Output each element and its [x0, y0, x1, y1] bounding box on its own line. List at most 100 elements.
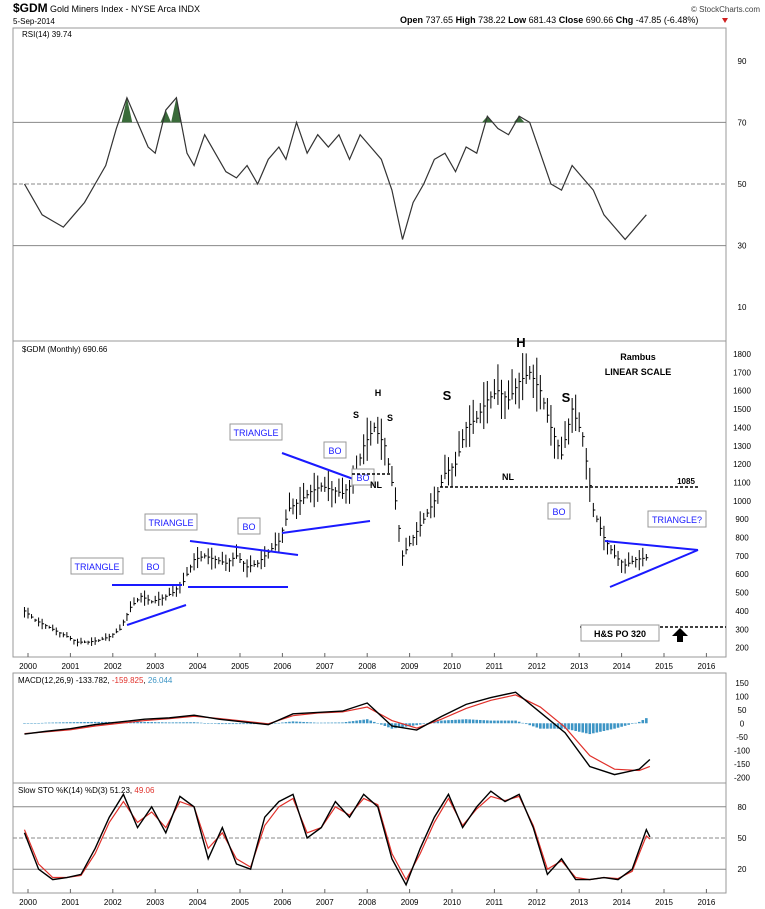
- macd-histogram-bar: [556, 723, 560, 729]
- macd-histogram-bar: [592, 723, 595, 734]
- macd-histogram-bar: [221, 723, 224, 725]
- macd-histogram-bar: [164, 722, 168, 724]
- macd-histogram-bar: [397, 723, 401, 728]
- macd-histogram-bar: [369, 720, 373, 724]
- up-arrow-icon: [672, 628, 688, 642]
- x-tick-label: 2011: [486, 662, 504, 671]
- macd-histogram-bar: [90, 721, 93, 724]
- triangle-bottom-line: [126, 604, 187, 626]
- ohlc-readout: Open 737.65 High 738.22 Low 681.43 Close…: [400, 15, 698, 25]
- macd-histogram-bar: [83, 722, 86, 724]
- x-tick-label: 2001: [62, 898, 80, 907]
- stochastic-tick-label: 20: [738, 865, 747, 874]
- macd-histogram-bar: [277, 722, 281, 724]
- bo-label-box: [547, 502, 571, 520]
- stochastic-k-line: [23, 790, 651, 887]
- macd-histogram-bar: [641, 720, 645, 724]
- macd-histogram-bar: [493, 720, 496, 724]
- triangle-bottom-line: [281, 520, 371, 534]
- macd-histogram-bar: [206, 723, 210, 724]
- rsi-legend: RSI(14) 39.74: [22, 30, 72, 39]
- macd-histogram-bar: [330, 722, 334, 724]
- macd-histogram-bar: [249, 723, 252, 725]
- x-tick-label: 2002: [104, 898, 122, 907]
- macd-tick-label: -50: [736, 733, 748, 742]
- macd-histogram-bar: [210, 723, 214, 724]
- annotation-title: Rambus: [620, 352, 656, 362]
- x-tick-label: 2016: [698, 898, 716, 907]
- macd-histogram-bar: [100, 721, 104, 724]
- macd-histogram-bar: [62, 722, 65, 724]
- macd-histogram-bar: [93, 721, 97, 724]
- triangle-label: TRIANGLE: [74, 562, 119, 572]
- x-tick-label: 2001: [62, 662, 80, 671]
- neckline-value: 1085: [677, 477, 695, 486]
- bo-label: BO: [552, 507, 565, 517]
- macd-histogram-bar: [570, 723, 574, 731]
- macd-histogram-bar: [503, 720, 507, 724]
- macd-tick-label: -100: [734, 746, 751, 755]
- x-tick-label: 2009: [401, 662, 419, 671]
- rsi-overbought-fill: [171, 97, 182, 123]
- x-tick-label: 2015: [655, 898, 673, 907]
- head-label: H: [516, 335, 525, 350]
- macd-histogram-bar: [319, 722, 323, 724]
- macd-histogram-bar: [143, 721, 146, 724]
- triangle-label-box: [70, 557, 124, 575]
- price-tick-label: 1600: [733, 387, 751, 396]
- x-axis-layer: 2000 2000 2001 2001 2002 2002 2003 2003 2004 2004…: [19, 653, 716, 907]
- macd-histogram-bar: [507, 720, 510, 724]
- macd-histogram-bar: [567, 723, 570, 730]
- macd-histogram-bar: [40, 722, 44, 724]
- macd-histogram-bar: [422, 723, 426, 724]
- macd-histogram-bar: [58, 722, 62, 724]
- price-tick-label: 1300: [733, 442, 751, 451]
- bo-label-box: [237, 517, 261, 535]
- macd-histogram-bar: [97, 721, 100, 724]
- macd-histogram-bar: [192, 722, 196, 724]
- macd-histogram-bar: [630, 723, 634, 724]
- macd-histogram-bar: [168, 722, 171, 724]
- triangle-label: TRIANGLE: [233, 428, 278, 438]
- macd-histogram-bar: [496, 720, 500, 724]
- macd-histogram-bar: [312, 722, 316, 724]
- shoulder-label: S: [562, 390, 571, 405]
- x-tick-label: 2010: [443, 898, 461, 907]
- macd-histogram-bar: [37, 723, 40, 724]
- macd-histogram-bar: [454, 719, 457, 724]
- macd-histogram-bar: [30, 723, 33, 724]
- target-label-box: [580, 624, 660, 642]
- macd-histogram-bar: [478, 719, 482, 724]
- x-tick-label: 2007: [316, 662, 334, 671]
- macd-histogram-bar: [620, 723, 623, 727]
- bo-label-box: [351, 468, 375, 486]
- macd-histogram-bar: [217, 723, 221, 725]
- x-tick-label: 2013: [570, 662, 588, 671]
- macd-histogram-bar: [376, 723, 380, 724]
- macd-tick-label: -150: [734, 760, 751, 769]
- price-tick-label: 1500: [733, 405, 751, 414]
- macd-histogram-bar: [231, 723, 235, 725]
- price-tick-label: 1700: [733, 368, 751, 377]
- macd-histogram-bar: [627, 723, 630, 725]
- stochastic-layer: 20 50 80: [13, 790, 747, 887]
- macd-histogram-bar: [380, 723, 383, 725]
- x-tick-label: 2000: [19, 662, 37, 671]
- chart-header: $GDM Gold Miners Index - NYSE Arca INDX …: [13, 1, 760, 26]
- symbol: $GDM: [13, 1, 48, 15]
- macd-histogram-bar: [464, 719, 468, 724]
- macd-histogram-bar: [645, 718, 648, 724]
- price-tick-label: 200: [735, 644, 749, 653]
- macd-layer: 150 100 50 0 -50 -100 -150 -200: [23, 679, 751, 782]
- macd-histogram-bar: [468, 719, 471, 724]
- macd-histogram-bar: [23, 723, 26, 724]
- macd-histogram-bar: [284, 722, 288, 724]
- macd-histogram-bar: [447, 720, 450, 724]
- macd-histogram-bar: [581, 723, 585, 733]
- macd-histogram-bar: [517, 721, 521, 724]
- macd-histogram-bar: [213, 723, 217, 724]
- neckline-label: NL: [502, 472, 514, 482]
- x-tick-label: 2000: [19, 898, 37, 907]
- price-tick-label: 700: [735, 552, 749, 561]
- x-tick-label: 2007: [316, 898, 334, 907]
